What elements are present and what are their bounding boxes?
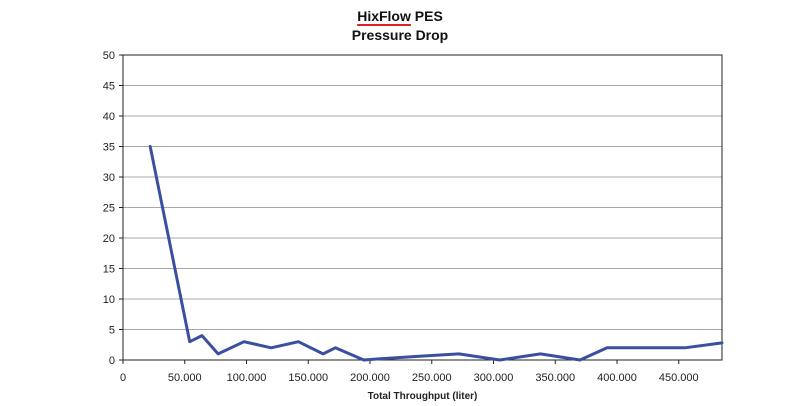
y-tick-label: 5 xyxy=(109,325,115,337)
x-tick-label: 100.000 xyxy=(227,372,267,384)
x-tick-label: 250.000 xyxy=(412,372,452,384)
chart-title-suffix: PES xyxy=(414,8,443,24)
chart-subtitle: Pressure Drop xyxy=(351,27,449,43)
x-tick-label: 400.000 xyxy=(597,372,637,384)
x-tick-label: 150.000 xyxy=(288,372,328,384)
y-tick-label: 10 xyxy=(103,294,115,306)
y-tick-label: 35 xyxy=(103,142,115,154)
series-layer xyxy=(148,145,724,362)
chart-title: HixFlow PES xyxy=(0,7,800,26)
x-tick-label: 450.000 xyxy=(659,372,699,384)
y-tick-label: 20 xyxy=(103,233,115,245)
y-tick-label: 40 xyxy=(103,111,115,123)
y-tick-label: 0 xyxy=(109,355,115,367)
x-tick-label: 0 xyxy=(120,372,126,384)
x-tick-label: 300.000 xyxy=(474,372,514,384)
y-tick-label: 30 xyxy=(103,172,115,184)
series-line-0 xyxy=(148,145,724,362)
x-tick-label: 200.000 xyxy=(350,372,390,384)
x-axis-title: Total Throughput (liter) xyxy=(368,391,478,402)
y-tick-label: 15 xyxy=(103,264,115,276)
y-tick-label: 45 xyxy=(103,81,115,93)
y-axis: 0 5 10 15 20 25 30 35 40 45 50 xyxy=(103,50,123,367)
chart-title-block: HixFlow PES Pressure Drop xyxy=(0,7,800,45)
x-axis: 0 50.000 100.000 150.000 200.000 250.000 300.0… xyxy=(120,360,699,384)
y-tick-label: 25 xyxy=(103,203,115,215)
grid-layer xyxy=(123,85,722,330)
y-tick-label: 50 xyxy=(103,50,115,62)
x-tick-label: 50.000 xyxy=(168,372,202,384)
chart-title-brand: HixFlow xyxy=(357,8,411,24)
x-tick-label: 350.000 xyxy=(535,372,575,384)
